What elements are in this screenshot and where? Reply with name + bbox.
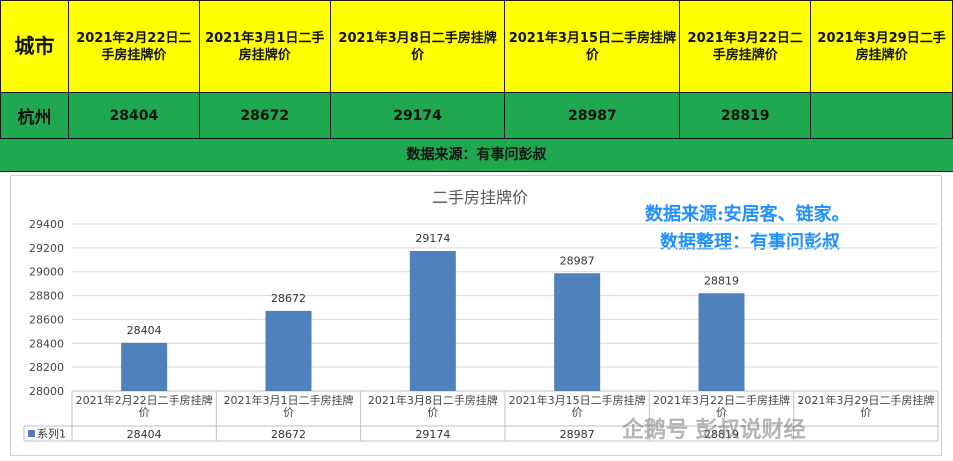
chart-title: 二手房挂牌价 [431,188,528,207]
data-label: 28404 [127,324,162,337]
bar [121,342,168,391]
table-row: 杭州 28404 28672 29174 28987 28819 [0,92,953,139]
x-tick-label: 2021年3月1日二手房挂牌价 [224,393,354,419]
legend-swatch [28,430,35,437]
bar [265,310,312,391]
price-table: 城市 2021年2月22日二手房挂牌价 2021年3月1日二手房挂牌价 2021… [0,0,953,139]
date-header: 2021年3月22日二手房挂牌价 [679,0,812,93]
x-tick-label: 2021年3月8日二手房挂牌价 [368,393,498,419]
city-cell: 杭州 [0,92,69,139]
bar [698,293,745,391]
date-header: 2021年3月8日二手房挂牌价 [329,0,506,93]
data-table-value: 28672 [271,428,306,441]
price-cell: 28819 [679,92,812,139]
x-tick-label: 2021年3月15日二手房挂牌价 [509,393,646,419]
price-cell: 29174 [329,92,506,139]
price-cell: 28404 [67,92,200,139]
bar [554,273,601,391]
data-table-value: 28987 [560,428,595,441]
legend-label: 系列1 [37,427,66,441]
y-tick-label: 29000 [29,266,64,279]
chart-frame [10,175,942,456]
table-header-row: 城市 2021年2月22日二手房挂牌价 2021年3月1日二手房挂牌价 2021… [0,0,953,93]
x-tick-label: 2021年2月22日二手房挂牌价 [76,393,213,419]
data-table-value: 29174 [415,428,450,441]
y-tick-label: 28200 [29,361,64,374]
y-tick-label: 29200 [29,242,64,255]
y-tick-label: 28600 [29,313,64,326]
x-tick-label: 2021年3月29日二手房挂牌价 [797,393,934,419]
x-tick-label: 2021年3月22日二手房挂牌价 [653,393,790,419]
source-bar: 数据来源：有事问彭叔 [0,139,953,172]
date-header: 2021年3月1日二手房挂牌价 [198,0,331,93]
source-note: 数据来源:安居客、链家。 [645,204,850,225]
data-label: 28672 [271,292,306,305]
price-cell [810,92,953,139]
city-header: 城市 [0,0,69,93]
data-label: 28819 [704,274,739,287]
y-tick-label: 28800 [29,290,64,303]
data-label: 29174 [415,232,450,245]
y-tick-label: 28400 [29,337,64,350]
price-cell: 28672 [198,92,331,139]
data-table-value: 28404 [127,428,162,441]
y-tick-label: 29400 [29,218,64,231]
data-label: 28987 [560,254,595,267]
y-tick-label: 28000 [29,385,64,398]
price-cell: 28987 [504,92,681,139]
date-header: 2021年3月29日二手房挂牌价 [810,0,953,93]
bar [409,250,456,391]
watermark: 企鹅号 彭叔说财经 [622,418,806,443]
data-table-value: 28819 [704,428,739,441]
